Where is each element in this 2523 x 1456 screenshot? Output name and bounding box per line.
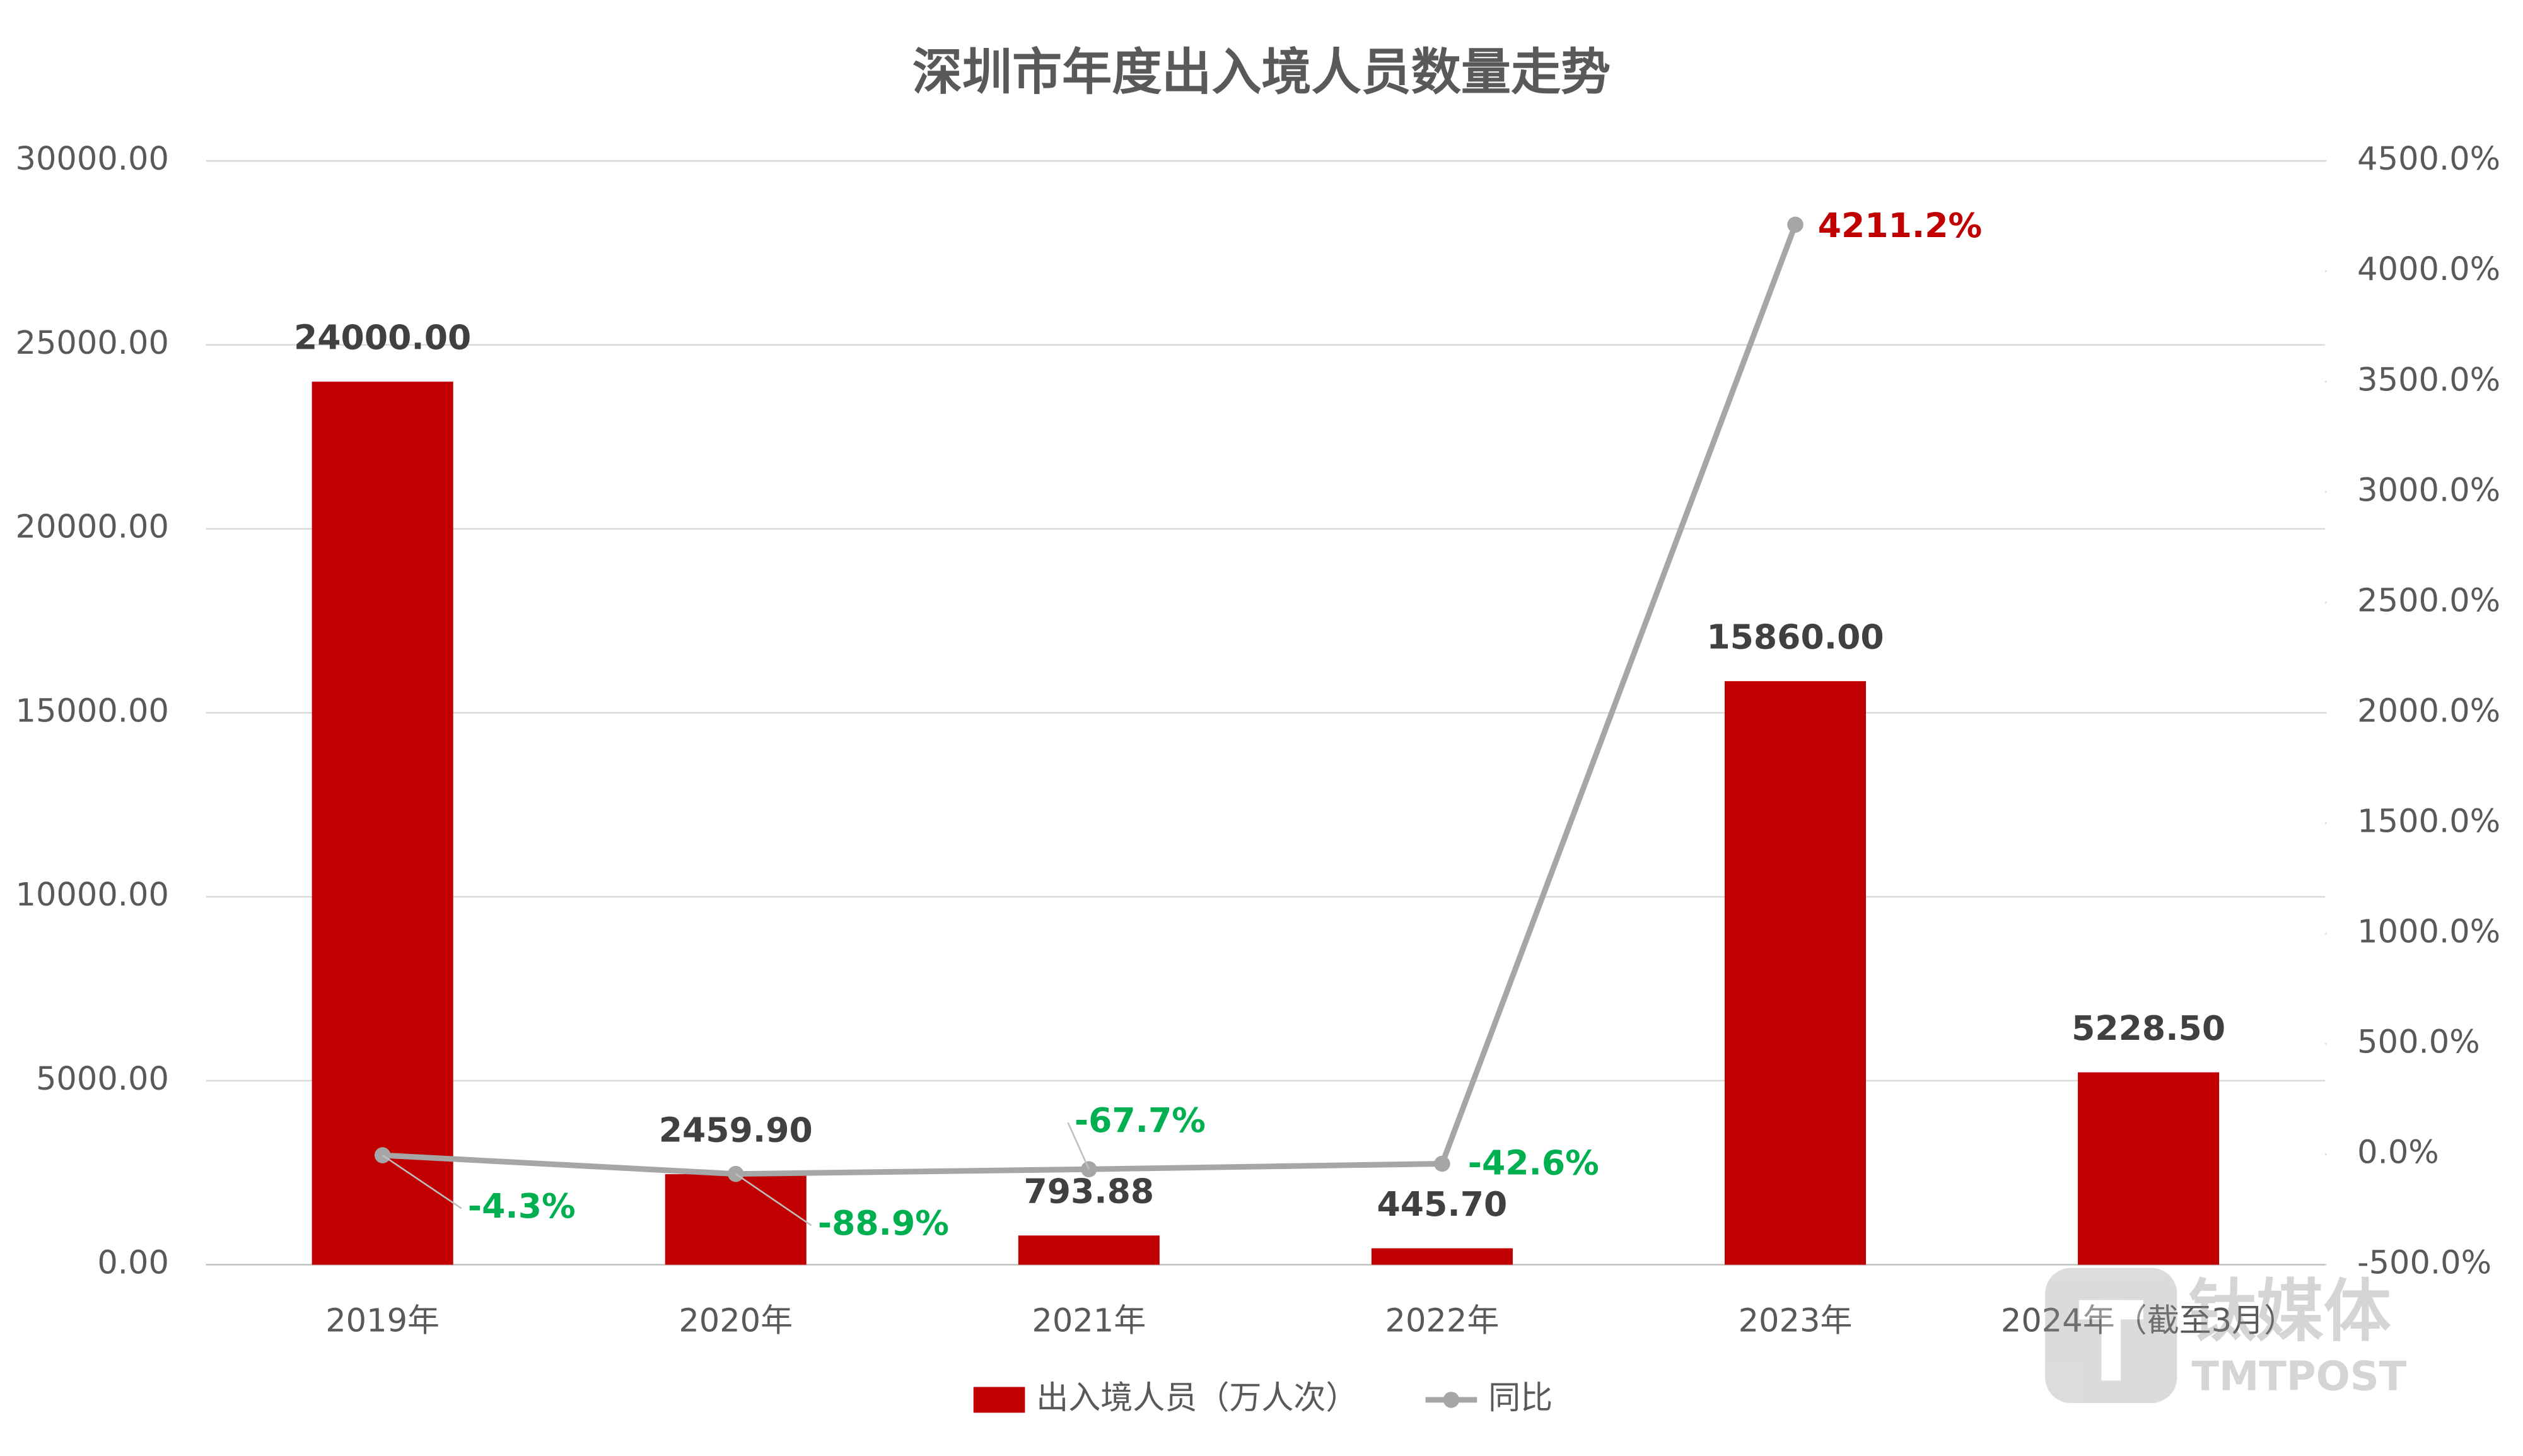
- bar-value-label: 15860.00: [1706, 617, 1884, 657]
- watermark-icon: [2045, 1267, 2177, 1404]
- legend-label: 同比: [1488, 1380, 1553, 1417]
- y2-tick-label: 1000.0%: [2357, 913, 2500, 950]
- watermark-brand: 钛媒体: [2188, 1273, 2391, 1351]
- line-value-label: -42.6%: [1468, 1143, 1599, 1183]
- watermark-icon-part: [2078, 1300, 2143, 1320]
- line-point: [1434, 1155, 1450, 1172]
- y-tick-label: 25000.00: [16, 325, 169, 362]
- chart-title: 深圳市年度出入境人员数量走势: [912, 43, 1611, 101]
- leader-line: [382, 1155, 462, 1209]
- bar-value-label: 5228.50: [2071, 1008, 2225, 1048]
- y2-tick-label: -500.0%: [2357, 1245, 2491, 1282]
- bar-value-label: 445.70: [1377, 1184, 1508, 1224]
- x-tick-label: 2020年: [679, 1302, 793, 1339]
- y2-tick-label: 4500.0%: [2357, 141, 2500, 178]
- x-tick-label: 2024年（截至3月）: [2001, 1302, 2296, 1339]
- y2-tick-label: 3000.0%: [2357, 472, 2500, 509]
- y2-tick-label: 4000.0%: [2357, 251, 2500, 288]
- y2-tick-label: 2000.0%: [2357, 692, 2500, 730]
- y2-tick-label: 0.0%: [2357, 1134, 2439, 1172]
- y-tick-label: 30000.00: [16, 141, 169, 178]
- watermark-sub: TMTPOST: [2191, 1353, 2406, 1400]
- y-tick-label: 20000.00: [16, 509, 169, 546]
- bar: [1371, 1248, 1513, 1265]
- bar: [2078, 1072, 2220, 1265]
- line-value-label: -88.9%: [818, 1203, 949, 1243]
- legend-swatch-dot: [1443, 1392, 1460, 1408]
- y2-tick-label: 2500.0%: [2357, 582, 2500, 619]
- y2-tick-label: 3500.0%: [2357, 361, 2500, 399]
- line-value-label: -67.7%: [1075, 1100, 1206, 1140]
- bar: [1724, 681, 1867, 1265]
- line-value-label: -4.3%: [468, 1186, 576, 1226]
- legend-label: 出入境人员（万人次）: [1036, 1380, 1358, 1417]
- bar-value-label: 2459.90: [659, 1110, 813, 1150]
- watermark: 钛媒体 TMTPOST: [2045, 1267, 2407, 1404]
- y2-tick-label: 500.0%: [2357, 1024, 2480, 1061]
- line-point: [1787, 216, 1803, 233]
- x-tick-label: 2023年: [1739, 1302, 1853, 1339]
- y-tick-label: 5000.00: [36, 1061, 169, 1098]
- bar: [665, 1174, 807, 1265]
- line-value-label: 4211.2%: [1818, 206, 1982, 245]
- x-tick-label: 2022年: [1385, 1302, 1499, 1339]
- y-tick-label: 0.00: [97, 1245, 169, 1282]
- legend-swatch: [973, 1387, 1025, 1413]
- bar-value-label: 24000.00: [294, 318, 471, 358]
- y-tick-label: 10000.00: [16, 877, 169, 914]
- x-tick-label: 2019年: [325, 1302, 440, 1339]
- x-tick-label: 2021年: [1032, 1302, 1146, 1339]
- leader-line: [1067, 1122, 1090, 1170]
- bar: [1018, 1235, 1160, 1265]
- y-tick-label: 15000.00: [16, 692, 169, 730]
- y2-tick-label: 1500.0%: [2357, 803, 2500, 840]
- leader-line: [735, 1173, 812, 1226]
- bar-value-label: 793.88: [1023, 1172, 1154, 1211]
- bar: [312, 381, 453, 1265]
- watermark-icon-part: [2101, 1300, 2121, 1381]
